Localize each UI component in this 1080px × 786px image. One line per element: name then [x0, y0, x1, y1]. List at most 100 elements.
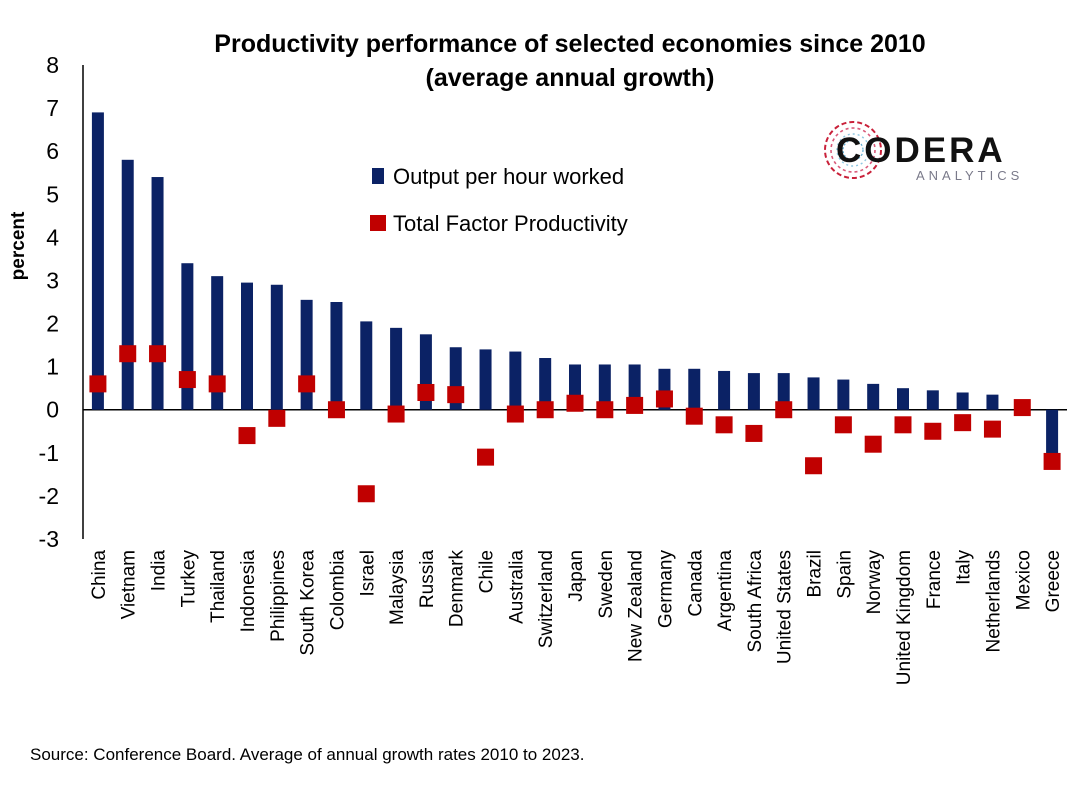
y-tick-label: 1 — [46, 354, 59, 380]
bar-south-africa — [747, 373, 760, 410]
tfp-marker-philippines — [268, 409, 286, 427]
x-tick-label-mexico: Mexico — [1013, 550, 1034, 610]
x-tick-label-turkey: Turkey — [178, 550, 199, 608]
tfp-marker-russia — [417, 383, 435, 401]
y-tick-label: 7 — [46, 95, 59, 121]
codera-logo-tagline: ANALYTICS — [916, 168, 1023, 183]
x-tick-label-spain: Spain — [834, 550, 855, 599]
tfp-marker-thailand — [208, 375, 226, 393]
bar-malaysia — [390, 327, 403, 410]
tfp-marker-japan — [566, 394, 584, 412]
x-tick-label-china: China — [89, 550, 110, 600]
tfp-marker-united-kingdom — [894, 416, 912, 434]
y-tick-label: 5 — [46, 181, 59, 207]
tfp-marker-mexico — [1013, 399, 1031, 417]
bar-china — [91, 112, 104, 410]
bar-united-kingdom — [897, 388, 909, 410]
tfp-marker-china — [89, 375, 107, 393]
y-tick-label: -1 — [39, 440, 59, 466]
bar-south-korea — [300, 299, 313, 410]
tfp-marker-italy — [954, 414, 972, 432]
tfp-marker-south-korea — [298, 375, 316, 393]
legend-label-tfp: Total Factor Productivity — [393, 211, 628, 236]
y-tick-label: 3 — [46, 267, 59, 293]
chart-title: Productivity performance of selected eco… — [214, 30, 925, 92]
x-tick-label-netherlands: Netherlands — [983, 550, 1004, 652]
bar-france — [926, 390, 939, 410]
bar-vietnam — [121, 159, 134, 410]
tfp-marker-sweden — [596, 401, 614, 419]
x-tick-label-sweden: Sweden — [596, 550, 617, 619]
tfp-marker-malaysia — [387, 405, 405, 423]
y-tick-label: 8 — [46, 52, 59, 78]
x-tick-label-philippines: Philippines — [268, 550, 289, 642]
bar-brazil — [807, 377, 820, 410]
x-tick-label-indonesia: Indonesia — [238, 550, 259, 633]
x-tick-label-denmark: Denmark — [447, 550, 468, 628]
markers-tfp — [89, 345, 1061, 503]
tfp-marker-israel — [357, 485, 375, 503]
x-tick-label-united-states: United States — [775, 550, 796, 664]
bar-switzerland — [539, 358, 552, 410]
x-tick-label-united-kingdom: United Kingdom — [894, 550, 915, 685]
chart-title-line-1: Productivity performance of selected eco… — [214, 30, 925, 58]
tfp-marker-australia — [506, 405, 524, 423]
y-tick-label: -2 — [39, 483, 59, 509]
x-tick-label-israel: Israel — [357, 550, 378, 596]
chart-title-line-2: (average annual growth) — [426, 64, 715, 92]
x-tick-label-norway: Norway — [864, 550, 885, 615]
tfp-marker-norway — [864, 435, 882, 453]
tfp-marker-denmark — [447, 386, 465, 404]
y-tick-label: 4 — [46, 224, 59, 250]
y-tick-label: -3 — [39, 526, 59, 552]
tfp-marker-colombia — [327, 401, 345, 419]
bar-spain — [837, 379, 850, 410]
x-tick-label-italy: Italy — [954, 550, 975, 585]
x-tick-label-india: India — [149, 550, 170, 592]
y-tick-label: 0 — [46, 397, 59, 423]
bar-israel — [360, 321, 373, 410]
legend-item-tfp: Total Factor Productivity — [370, 211, 628, 236]
x-tick-label-france: France — [924, 550, 945, 609]
legend: Output per hour worked Total Factor Prod… — [370, 164, 628, 236]
bar-sweden — [598, 364, 611, 410]
bar-italy — [956, 392, 969, 410]
tfp-marker-germany — [655, 390, 673, 408]
bar-philippines — [270, 284, 283, 410]
tfp-marker-canada — [685, 407, 703, 425]
tfp-marker-indonesia — [238, 427, 256, 445]
x-tick-label-greece: Greece — [1043, 550, 1064, 612]
x-tick-label-russia: Russia — [417, 550, 438, 609]
legend-swatch-output-per-hour — [372, 168, 384, 184]
tfp-marker-france — [924, 422, 942, 440]
tfp-marker-turkey — [178, 371, 196, 389]
tfp-marker-india — [149, 345, 167, 363]
tfp-marker-brazil — [805, 457, 823, 475]
tfp-marker-greece — [1043, 452, 1061, 470]
bar-australia — [509, 351, 522, 410]
tfp-marker-new-zealand — [626, 396, 644, 414]
tfp-marker-switzerland — [536, 401, 554, 419]
y-axis-label: percent — [8, 211, 29, 280]
bar-indonesia — [241, 282, 253, 410]
x-axis-category-labels: China Vietnam India Turkey Thailand Indonesia… — [89, 550, 1064, 686]
legend-item-output-per-hour: Output per hour worked — [372, 164, 624, 189]
bar-netherlands — [986, 394, 999, 410]
bar-argentina — [718, 370, 731, 410]
x-tick-label-argentina: Argentina — [715, 550, 736, 632]
x-tick-label-canada: Canada — [685, 550, 706, 617]
tfp-marker-spain — [834, 416, 852, 434]
bar-chile — [479, 349, 492, 410]
bar-india — [151, 177, 164, 410]
x-tick-label-malaysia: Malaysia — [387, 550, 408, 625]
codera-logo-mark — [824, 121, 882, 179]
y-tick-label: 2 — [46, 311, 59, 337]
bar-colombia — [330, 302, 343, 410]
tfp-marker-south-africa — [745, 424, 763, 442]
x-tick-label-new-zealand: New Zealand — [626, 550, 647, 662]
tfp-marker-vietnam — [119, 345, 137, 363]
y-tick-label: 6 — [46, 138, 59, 164]
y-axis-ticks: 8 7 6 5 4 3 2 1 0 -1 -2 -3 — [39, 52, 60, 552]
codera-logo-wordmark: CODERA — [836, 131, 1006, 170]
